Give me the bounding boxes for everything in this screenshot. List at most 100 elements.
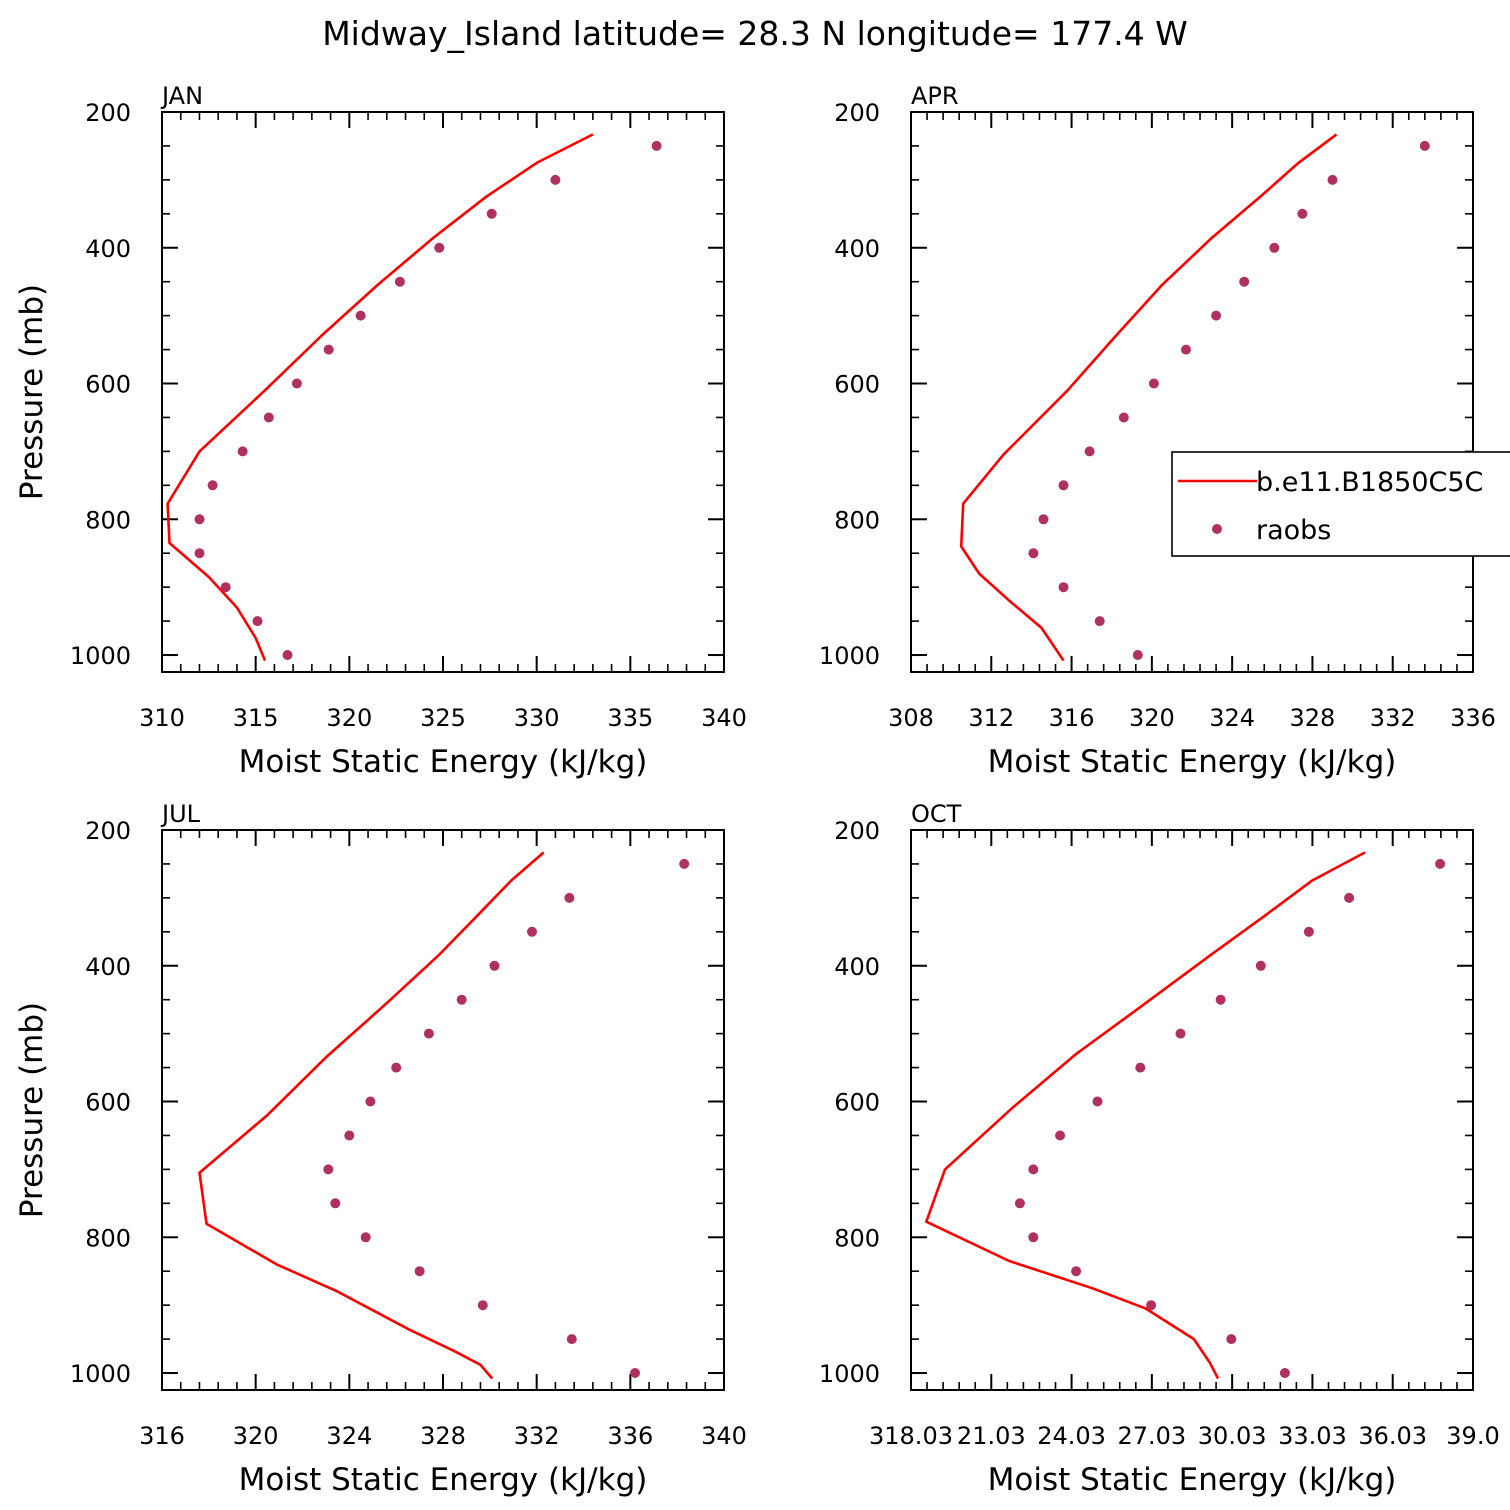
y-tick-label: 600 [85,1089,131,1117]
panel-apr: APR 308 312 316 320 324 328 332 336 200 400 600 800 1… [819,82,1496,780]
x-tick-label: 320 [233,1422,279,1450]
raobs-point [1028,1164,1039,1175]
series-line-model [166,133,594,661]
raobs-point [630,1368,640,1378]
raobs-point [550,174,561,185]
x-tick-label: 21.03 [957,1422,1026,1450]
raobs-point [1215,994,1226,1005]
figure-title: Midway_Island latitude= 28.3 N longitude… [322,14,1188,53]
raobs-point [194,514,205,525]
panel-label: JUL [160,800,201,828]
x-tick-label: 316 [139,1422,185,1450]
y-tick-label: 200 [85,99,131,127]
raobs-point [456,994,467,1005]
raobs-point [1038,514,1049,525]
series-line-model [924,851,1366,1380]
y-tick-label: 400 [85,953,131,981]
y-tick-label: 800 [85,506,131,534]
plot-frame [910,829,1474,1391]
x-tick-label: 332 [1370,704,1416,732]
x-tick-label: 330 [514,704,560,732]
x-tick-label: 33.03 [1278,1422,1347,1450]
y-tick-label: 200 [834,99,880,127]
raobs-point [1084,446,1095,457]
plot-frame [910,111,1474,673]
raobs-point [360,1232,371,1243]
x-tick-label: 336 [1450,704,1496,732]
raobs-point [679,858,690,869]
raobs-point [1297,208,1308,219]
raobs-point [237,446,248,457]
raobs-point [355,310,366,321]
x-tick-label: 320 [1129,704,1175,732]
raobs-point [1327,174,1338,185]
raobs-point [423,1028,434,1039]
legend-label-raobs: raobs [1256,515,1331,546]
raobs-point [1344,892,1355,903]
y-tick-label: 400 [834,953,880,981]
legend-box [1171,451,1510,557]
raobs-point [1279,1368,1290,1378]
raobs-point [323,344,334,355]
raobs-point [330,1198,341,1209]
y-tick-label: 400 [85,235,131,263]
x-tick-label: 328 [420,1422,466,1450]
series-group [166,133,662,661]
raobs-point [282,650,293,660]
x-tick-label: 335 [607,704,653,732]
raobs-point [1028,1232,1039,1243]
x-tick-label: 320 [326,704,372,732]
raobs-point [194,548,205,559]
raobs-point [1146,1300,1157,1311]
x-tick-label: 340 [701,704,747,732]
x-axis-label: Moist Static Energy (kJ/kg) [239,744,648,780]
y-tick-label: 1000 [819,1360,880,1388]
x-axis-label: Moist Static Energy (kJ/kg) [988,1462,1397,1498]
raobs-point [1055,1130,1066,1141]
plot-frame [161,829,725,1391]
series-line-model [198,851,545,1380]
y-tick-label: 200 [85,817,131,845]
x-tick-label: 336 [607,1422,653,1450]
raobs-point [1058,582,1069,593]
x-tick-label: 315 [233,704,279,732]
raobs-point [1135,1062,1146,1073]
x-tick-label: 324 [1209,704,1255,732]
x-tick-label: 328 [1290,704,1336,732]
panel-label: APR [911,82,959,110]
raobs-point [564,892,575,903]
raobs-point [252,616,263,627]
x-tick-label: 340 [701,1422,747,1450]
panel-jul: JUL 316 320 324 328 332 336 340 200 400 600 800 1000… [14,800,747,1498]
x-tick-label: 310 [139,704,185,732]
panel-jan: JAN 310 315 320 325 330 335 340 200 400 600 800 1000… [14,82,747,780]
raobs-point [1239,276,1250,287]
raobs-point [1118,412,1129,423]
x-tick-label: 318.03 [869,1422,953,1450]
raobs-point [1435,858,1446,869]
raobs-point [291,378,302,389]
legend-label-model: b.e11.B1850C5C [1256,467,1483,498]
x-tick-label: 27.03 [1117,1422,1186,1450]
raobs-point [1175,1028,1186,1039]
y-tick-label: 400 [834,235,880,263]
series-group [924,851,1446,1380]
raobs-point [323,1164,334,1175]
raobs-point [1269,242,1280,253]
series-group [959,133,1430,662]
raobs-point [489,960,500,971]
x-tick-label: 30.03 [1198,1422,1267,1450]
x-tick-label: 324 [326,1422,372,1450]
x-tick-label: 36.03 [1358,1422,1427,1450]
y-tick-label: 1000 [70,642,131,670]
x-tick-label: 316 [1049,704,1095,732]
y-axis-label: Pressure (mb) [14,284,50,500]
x-tick-label: 312 [968,704,1014,732]
y-axis-label: Pressure (mb) [14,1002,50,1218]
y-tick-label: 800 [85,1224,131,1252]
raobs-point [1226,1334,1237,1345]
legend: b.e11.B1850C5C raobs [1171,451,1510,557]
y-tick-label: 1000 [70,1360,131,1388]
x-tick-label: 39.0 [1446,1422,1499,1450]
x-tick-label: 308 [888,704,934,732]
